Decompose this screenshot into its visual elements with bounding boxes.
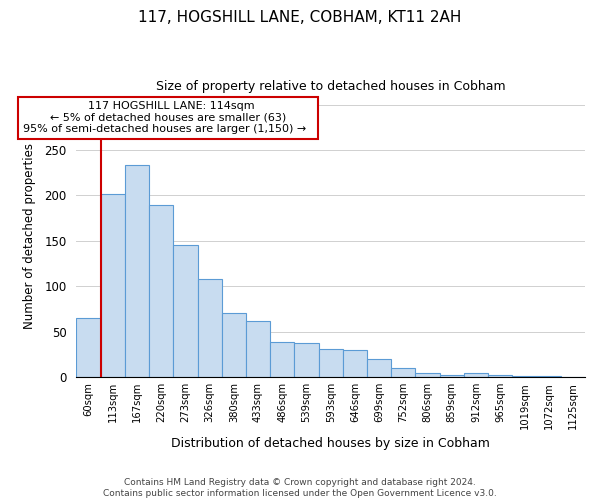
Bar	[440, 375, 464, 377]
Bar	[76, 318, 101, 377]
Bar	[149, 204, 173, 377]
Y-axis label: Number of detached properties: Number of detached properties	[23, 144, 36, 330]
Bar	[488, 375, 512, 377]
Bar	[367, 359, 391, 377]
Bar	[319, 349, 343, 377]
Bar	[246, 321, 270, 377]
Bar	[415, 374, 440, 377]
Bar	[343, 350, 367, 377]
Bar	[295, 344, 319, 377]
Text: Contains HM Land Registry data © Crown copyright and database right 2024.
Contai: Contains HM Land Registry data © Crown c…	[103, 478, 497, 498]
Bar	[173, 246, 197, 377]
Bar	[222, 314, 246, 377]
Bar	[125, 164, 149, 377]
Bar	[512, 376, 536, 377]
Bar	[464, 374, 488, 377]
Bar	[270, 342, 295, 377]
X-axis label: Distribution of detached houses by size in Cobham: Distribution of detached houses by size …	[171, 437, 490, 450]
Bar	[101, 194, 125, 377]
Text: 117 HOGSHILL LANE: 114sqm
← 5% of detached houses are smaller (63)
95% of semi-d: 117 HOGSHILL LANE: 114sqm ← 5% of detach…	[23, 101, 313, 134]
Bar	[391, 368, 415, 377]
Bar	[536, 376, 561, 377]
Bar	[197, 279, 222, 377]
Title: Size of property relative to detached houses in Cobham: Size of property relative to detached ho…	[156, 80, 506, 93]
Text: 117, HOGSHILL LANE, COBHAM, KT11 2AH: 117, HOGSHILL LANE, COBHAM, KT11 2AH	[139, 10, 461, 25]
